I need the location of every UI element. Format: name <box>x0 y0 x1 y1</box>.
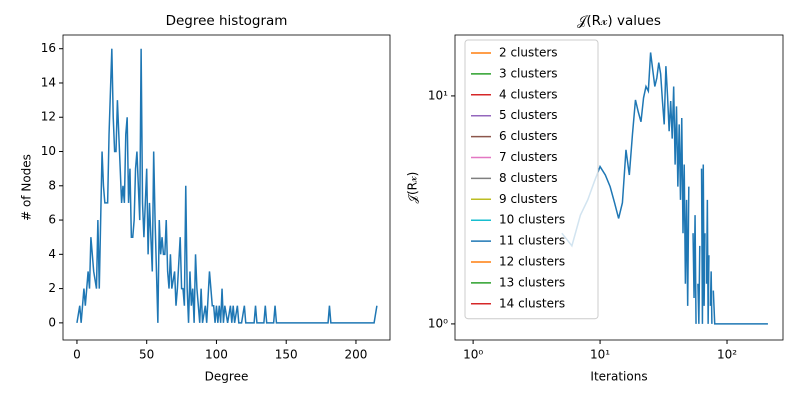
x-tick-label: 10² <box>717 348 737 362</box>
legend-box <box>464 39 599 320</box>
y-tick-label: 16 <box>41 41 56 55</box>
legend-label: 3 clusters <box>499 66 558 80</box>
axes: 0 50 100 150 200 0 2 4 6 8 10 12 14 16 Degree histogra… <box>20 13 391 384</box>
legend-label: 6 clusters <box>499 129 558 143</box>
axes: 10⁰ 10¹ 10² 10⁰ 10¹ 𝒥(R𝓍) values Iterations 𝒥(R… <box>406 13 784 384</box>
y-tick-label: 6 <box>48 213 56 227</box>
x-tick-label: 150 <box>275 348 298 362</box>
y-tick-label: 0 <box>48 315 56 329</box>
legend-label: 5 clusters <box>499 108 558 122</box>
axes-frame <box>454 34 784 341</box>
legend-label: 12 clusters <box>499 255 565 269</box>
chart-title: Degree histogram <box>166 13 288 29</box>
x-axis-label: Iterations <box>590 370 647 384</box>
legend-label: 11 clusters <box>499 234 565 248</box>
x-tick-label: 100 <box>205 348 228 362</box>
y-axis-label: 𝒥(R𝓍) <box>406 172 420 204</box>
chart-title: 𝒥(R𝓍) values <box>577 13 661 29</box>
axes-frame <box>62 34 391 341</box>
legend-label: 8 clusters <box>499 171 558 185</box>
legend-label: 13 clusters <box>499 275 565 289</box>
data-line <box>76 48 378 324</box>
x-tick-label: 50 <box>139 348 154 362</box>
y-tick-label: 8 <box>48 178 56 192</box>
x-axis-label: Degree <box>205 370 249 384</box>
legend-label: 2 clusters <box>499 46 558 60</box>
legend-label: 9 clusters <box>499 192 558 206</box>
y-tick-label: 14 <box>41 75 56 89</box>
x-tick-label: 10⁰ <box>463 348 483 362</box>
y-axis-label: # of Nodes <box>20 154 34 221</box>
y-tick-label: 12 <box>41 110 56 124</box>
legend-label: 10 clusters <box>499 213 565 227</box>
y-tick-label: 2 <box>48 281 56 295</box>
legend-label: 7 clusters <box>499 150 558 164</box>
y-tick-label: 10⁰ <box>428 316 448 330</box>
y-tick-label: 4 <box>48 247 56 261</box>
x-tick-label: 10¹ <box>590 348 610 362</box>
legend-label: 14 clusters <box>499 296 565 310</box>
x-tick-label: 0 <box>73 348 81 362</box>
y-tick-label: 10¹ <box>428 88 448 102</box>
x-tick-label: 200 <box>345 348 368 362</box>
y-tick-label: 10 <box>41 144 56 158</box>
legend-label: 4 clusters <box>499 87 558 101</box>
data-line <box>561 52 768 325</box>
